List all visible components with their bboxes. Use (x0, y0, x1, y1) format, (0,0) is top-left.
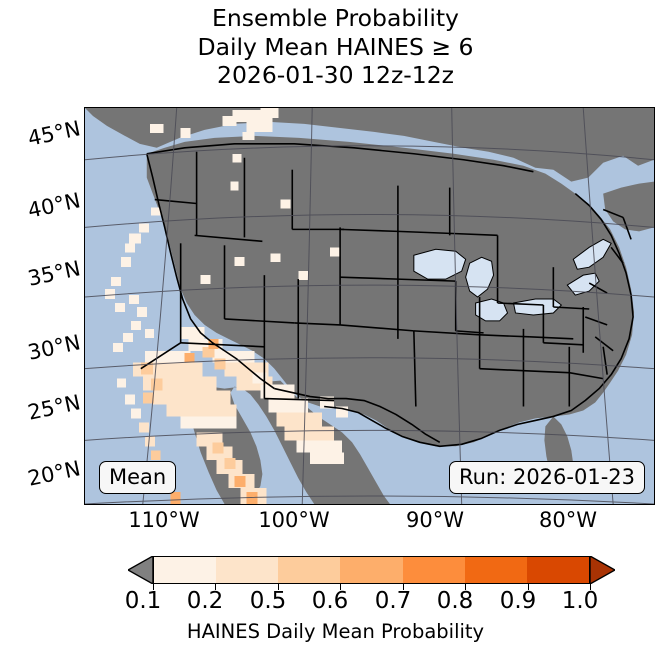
title-line-3: 2026-01-30 12z-12z (217, 61, 454, 89)
lon-label-100w: 100°W (258, 508, 330, 532)
borders-layer (140, 143, 634, 448)
title-line-1: Ensemble Probability (212, 4, 459, 32)
colorbar (128, 556, 615, 590)
colorbar-tick-0 (153, 584, 154, 590)
lon-label-80w: 80°W (539, 508, 597, 532)
colorbar-title: HAINES Daily Mean Probability (186, 620, 485, 643)
lat-label-20n: 20°N (25, 456, 83, 491)
lon-label-110w: 110°W (128, 508, 200, 532)
lat-label-45n: 45°N (25, 116, 83, 151)
colorbar-tick-3 (340, 584, 341, 590)
colorbar-label-3: 0.6 (311, 588, 349, 614)
mean-label-box: Mean (99, 461, 177, 494)
colorbar-label-7: 1.0 (561, 588, 599, 614)
gridlines-layer (85, 108, 654, 504)
title-line-2: Daily Mean HAINES ≥ 6 (197, 32, 474, 61)
lat-label-30n: 30°N (25, 330, 83, 365)
colorbar-over-arrow (590, 556, 615, 584)
colorbar-tick-2 (278, 584, 279, 590)
probability-raster (104, 108, 349, 504)
colorbar-band-7 (526, 557, 589, 583)
colorbar-label-4: 0.7 (374, 588, 412, 614)
colorbar-band-4 (340, 557, 403, 583)
colorbar-label-6: 0.9 (499, 588, 537, 614)
colorbar-band-2 (216, 557, 279, 583)
map-plot-area: Mean Run: 2026-01-23 (84, 107, 655, 505)
colorbar-band-6 (464, 557, 527, 583)
colorbar-band-1 (154, 557, 217, 583)
lat-label-35n: 35°N (25, 256, 83, 291)
colorbar-tick-5 (465, 584, 466, 590)
colorbar-tick-1 (215, 584, 216, 590)
colorbar-bands (153, 556, 590, 584)
run-date-box: Run: 2026-01-23 (448, 461, 645, 494)
colorbar-tick-7 (590, 584, 591, 590)
colorbar-band-3 (278, 557, 341, 583)
page-title: Ensemble Probability Daily Mean HAINES ≥… (0, 4, 671, 90)
colorbar-label-1: 0.2 (186, 588, 224, 614)
lon-label-90w: 90°W (406, 508, 464, 532)
map-canvas (85, 108, 654, 504)
colorbar-label-5: 0.8 (436, 588, 474, 614)
lat-label-40n: 40°N (25, 188, 83, 223)
colorbar-label-0: 0.1 (124, 588, 162, 614)
colorbar-under-arrow (128, 556, 153, 584)
colorbar-label-2: 0.5 (249, 588, 287, 614)
lat-label-25n: 25°N (25, 390, 83, 425)
colorbar-tick-4 (403, 584, 404, 590)
colorbar-band-5 (402, 557, 465, 583)
colorbar-tick-6 (528, 584, 529, 590)
